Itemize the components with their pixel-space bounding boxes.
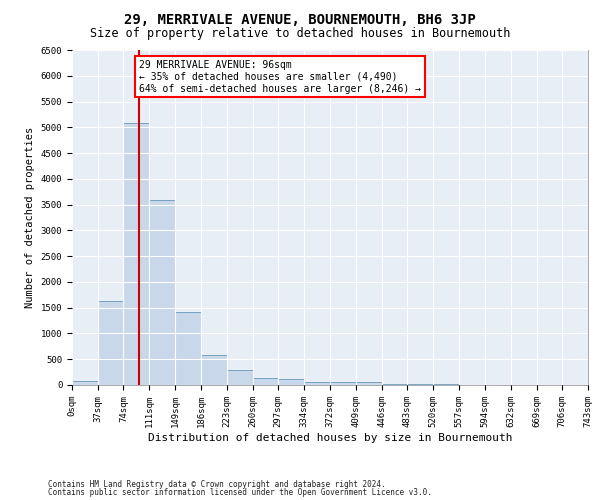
- Bar: [331, 382, 356, 385]
- Bar: [98, 301, 124, 385]
- Bar: [356, 382, 382, 385]
- Bar: [149, 200, 175, 385]
- Y-axis label: Number of detached properties: Number of detached properties: [25, 127, 35, 308]
- Text: Size of property relative to detached houses in Bournemouth: Size of property relative to detached ho…: [90, 28, 510, 40]
- Bar: [72, 381, 98, 385]
- Bar: [253, 378, 278, 385]
- Bar: [124, 123, 149, 385]
- Text: Contains HM Land Registry data © Crown copyright and database right 2024.: Contains HM Land Registry data © Crown c…: [48, 480, 386, 489]
- Bar: [433, 384, 459, 385]
- X-axis label: Distribution of detached houses by size in Bournemouth: Distribution of detached houses by size …: [148, 432, 512, 442]
- Bar: [227, 370, 253, 385]
- Text: 29, MERRIVALE AVENUE, BOURNEMOUTH, BH6 3JP: 29, MERRIVALE AVENUE, BOURNEMOUTH, BH6 3…: [124, 12, 476, 26]
- Bar: [201, 354, 227, 385]
- Bar: [407, 384, 433, 385]
- Bar: [382, 384, 407, 385]
- Text: Contains public sector information licensed under the Open Government Licence v3: Contains public sector information licen…: [48, 488, 432, 497]
- Bar: [278, 380, 304, 385]
- Bar: [175, 312, 201, 385]
- Bar: [304, 382, 331, 385]
- Text: 29 MERRIVALE AVENUE: 96sqm
← 35% of detached houses are smaller (4,490)
64% of s: 29 MERRIVALE AVENUE: 96sqm ← 35% of deta…: [139, 60, 421, 94]
